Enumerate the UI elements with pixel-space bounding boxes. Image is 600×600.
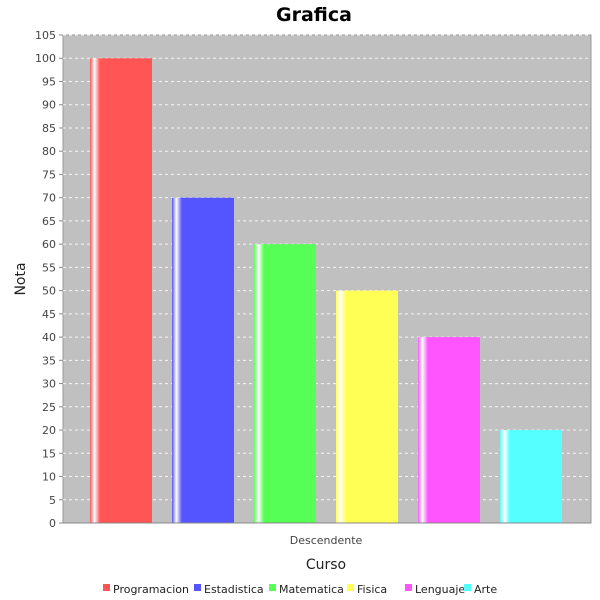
y-tick-label: 5 bbox=[49, 494, 56, 507]
y-axis-ticks: 0 5 10 15 20 25 30 35 40 45 50 55 60 65 70 75 80 85 90 95 10… bbox=[35, 29, 63, 530]
legend-label: Arte bbox=[474, 583, 497, 596]
bar-programacion bbox=[90, 58, 152, 523]
gridlines bbox=[63, 34, 591, 501]
legend-label: Estadistica bbox=[204, 583, 264, 596]
y-tick-label: 50 bbox=[42, 285, 56, 298]
legend-swatch bbox=[103, 584, 110, 591]
y-tick-label: 75 bbox=[42, 168, 56, 181]
legend-swatch bbox=[194, 584, 201, 591]
y-tick-label: 25 bbox=[42, 401, 56, 414]
x-category-label: Descendente bbox=[290, 534, 363, 547]
bar-matematica bbox=[254, 244, 316, 523]
legend-swatch bbox=[269, 584, 276, 591]
y-tick-label: 45 bbox=[42, 308, 56, 321]
chart-title: Grafica bbox=[276, 4, 352, 26]
y-tick-label: 90 bbox=[42, 99, 56, 112]
y-axis-label: Nota bbox=[13, 262, 29, 295]
legend-label: Programacion bbox=[113, 583, 189, 596]
y-tick-label: 15 bbox=[42, 447, 56, 460]
legend: Programacion Estadistica Matematica Fisica L… bbox=[103, 583, 497, 596]
y-tick-label: 95 bbox=[42, 75, 56, 88]
legend-swatch bbox=[405, 584, 412, 591]
y-tick-label: 70 bbox=[42, 192, 56, 205]
y-tick-label: 40 bbox=[42, 331, 56, 344]
y-tick-label: 85 bbox=[42, 122, 56, 135]
legend-label: Lenguaje bbox=[415, 583, 465, 596]
y-tick-label: 0 bbox=[49, 517, 56, 530]
bars bbox=[90, 58, 562, 523]
y-tick-label: 80 bbox=[42, 145, 56, 158]
bar-fisica bbox=[336, 290, 398, 523]
bar-estadistica bbox=[172, 197, 234, 523]
y-tick-label: 65 bbox=[42, 215, 56, 228]
bar-arte bbox=[500, 430, 562, 523]
legend-label: Fisica bbox=[357, 583, 387, 596]
y-tick-label: 10 bbox=[42, 471, 56, 484]
y-tick-label: 60 bbox=[42, 238, 56, 251]
y-tick-label: 20 bbox=[42, 424, 56, 437]
y-tick-label: 30 bbox=[42, 378, 56, 391]
legend-swatch bbox=[347, 584, 354, 591]
legend-label: Matematica bbox=[279, 583, 344, 596]
y-tick-label: 100 bbox=[35, 52, 56, 65]
y-tick-label: 35 bbox=[42, 354, 56, 367]
y-tick-label: 105 bbox=[35, 29, 56, 42]
y-tick-label: 55 bbox=[42, 261, 56, 274]
legend-swatch bbox=[464, 584, 471, 591]
bar-lenguaje bbox=[418, 337, 480, 523]
x-axis-label: Curso bbox=[306, 557, 346, 573]
